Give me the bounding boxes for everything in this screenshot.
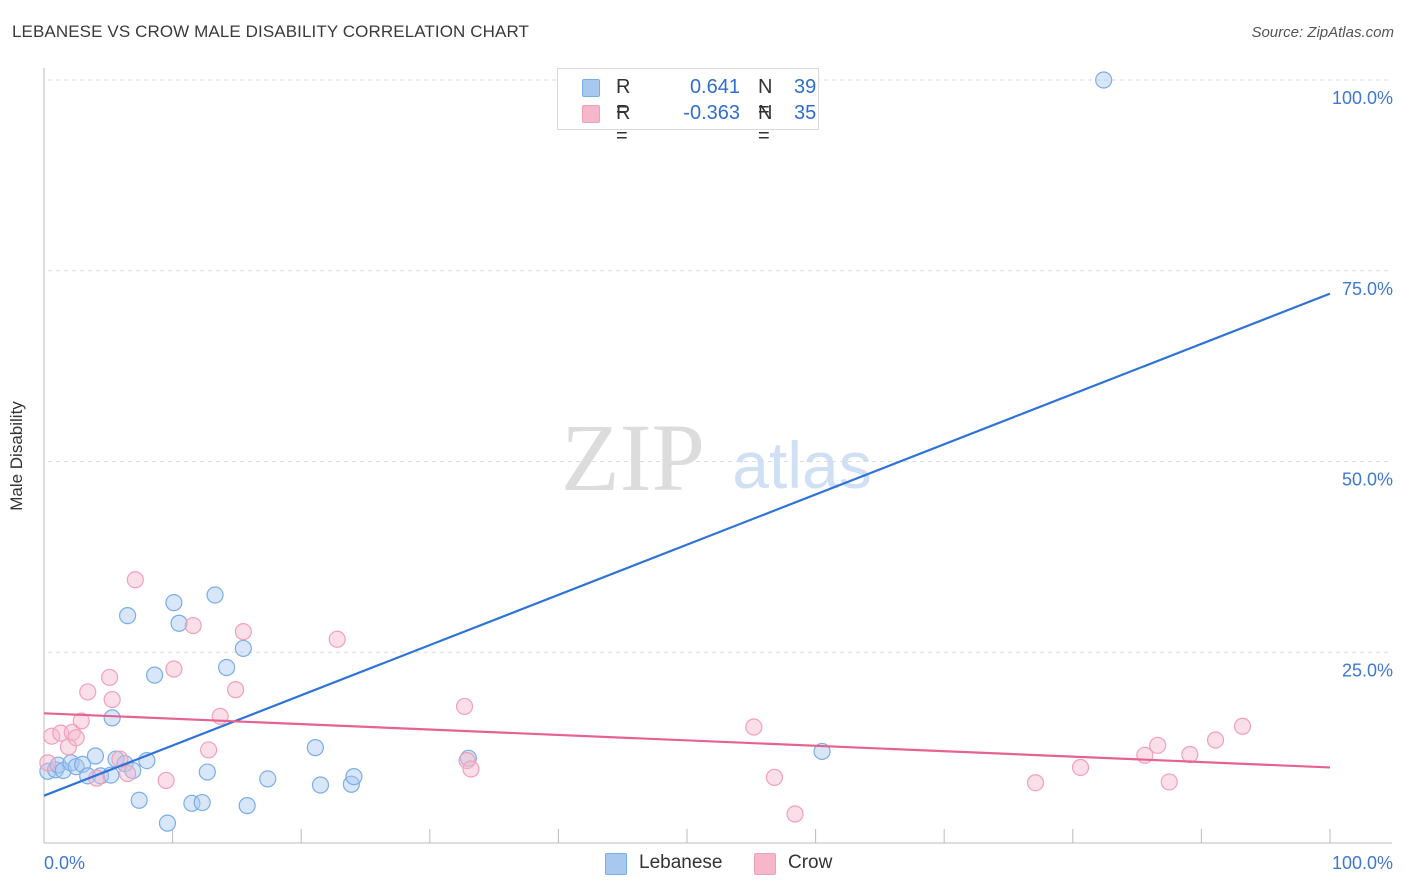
lebanese-point [306, 739, 324, 757]
lebanese-point [170, 614, 188, 632]
lebanese-point [103, 709, 121, 727]
legend-n-label: N = [758, 102, 773, 147]
y-tick-label: 25.0% [1342, 660, 1393, 680]
crow-point [103, 690, 121, 709]
crow-point [1026, 774, 1045, 792]
crow-point [765, 768, 784, 786]
crow-point [227, 681, 245, 699]
lebanese-point [198, 763, 216, 781]
crow-point [458, 751, 476, 770]
crow-point [118, 764, 137, 783]
watermark: ZIP atlas [561, 404, 872, 511]
lebanese-point [218, 658, 236, 677]
crow-point [786, 805, 804, 823]
legend-n-value: 35 [794, 102, 817, 124]
crow-point [165, 660, 183, 678]
legend-r-label: R = [616, 76, 631, 121]
crow-point [157, 771, 175, 790]
lebanese-point [259, 770, 277, 788]
crow-point [455, 697, 474, 716]
lebanese-point [118, 607, 137, 625]
y-tick-label: 100.0% [1332, 88, 1393, 108]
y-tick-label: 75.0% [1342, 279, 1393, 299]
lebanese-point [234, 639, 252, 658]
lebanese-point [311, 776, 330, 794]
lebanese-trend-line [43, 292, 1331, 797]
trend-lines [43, 292, 1331, 797]
crow-point [126, 571, 144, 589]
crow-point [234, 623, 252, 641]
crow-point [100, 668, 119, 687]
crow-point [1160, 773, 1178, 791]
watermark-atlas: atlas [732, 428, 871, 502]
lebanese-point [238, 797, 256, 815]
source-label: Source: ZipAtlas.com [1251, 24, 1394, 41]
crow-point [39, 754, 57, 772]
bottom-legend-label-crow: Crow [788, 852, 833, 873]
lebanese-point [193, 793, 211, 812]
crow-point [462, 760, 480, 778]
x-tick-label-max: 100.0% [1332, 853, 1393, 873]
axes [43, 68, 1392, 844]
lebanese-point [1095, 71, 1113, 89]
bottom-legend-label-lebanese: Lebanese [639, 852, 723, 873]
data-points [39, 71, 1252, 832]
legend-r-label: R = [616, 102, 631, 147]
crow-point [1233, 717, 1252, 735]
crow-point [200, 741, 218, 759]
crow-point [43, 727, 61, 745]
crow-point [79, 683, 97, 701]
lebanese-point [345, 768, 363, 786]
lebanese-point [130, 791, 148, 809]
crow-point [72, 712, 90, 730]
lebanese-point [813, 742, 831, 761]
crow-point [328, 630, 346, 648]
correlation-legend: R = 0.641 N = 39 R = -0.363 N = 35 [557, 68, 819, 147]
crow-point [1181, 745, 1199, 764]
crow-point [1071, 758, 1090, 777]
bottom-legend-swatch-lebanese [605, 853, 627, 875]
watermark-zip: ZIP [561, 404, 705, 511]
crow-point [745, 718, 763, 736]
legend-r-value: 0.641 [689, 76, 740, 98]
crow-trend-line [43, 712, 1331, 769]
lebanese-point [165, 594, 183, 612]
lebanese-point [67, 758, 85, 776]
tick-labels: 25.0% 50.0% 75.0% 100.0% 0.0% 100.0% [44, 88, 1393, 873]
legend-swatch-lebanese [582, 79, 600, 97]
y-tick-label: 50.0% [1342, 470, 1393, 490]
crow-point [67, 729, 85, 747]
crow-point [1149, 736, 1167, 754]
lebanese-point [145, 666, 164, 684]
grid-lines [48, 79, 1392, 653]
crow-point [1206, 731, 1225, 749]
crow-point [184, 616, 202, 635]
legend-swatch-crow [582, 105, 600, 123]
legend-n-value: 39 [794, 76, 817, 98]
lebanese-point [124, 761, 142, 780]
lebanese-point [206, 586, 224, 604]
legend-r-value: -0.363 [683, 102, 740, 124]
y-axis-label: Male Disability [7, 401, 26, 511]
lebanese-point [158, 814, 177, 832]
bottom-legend-swatch-crow [754, 853, 776, 875]
lebanese-point [86, 747, 105, 765]
legend-n-label: N = [758, 76, 773, 121]
x-tick-label-min: 0.0% [44, 853, 85, 873]
chart-title: LEBANESE VS CROW MALE DISABILITY CORRELA… [12, 22, 530, 41]
